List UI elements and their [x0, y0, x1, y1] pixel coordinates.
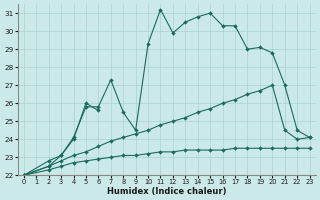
X-axis label: Humidex (Indice chaleur): Humidex (Indice chaleur): [107, 187, 227, 196]
